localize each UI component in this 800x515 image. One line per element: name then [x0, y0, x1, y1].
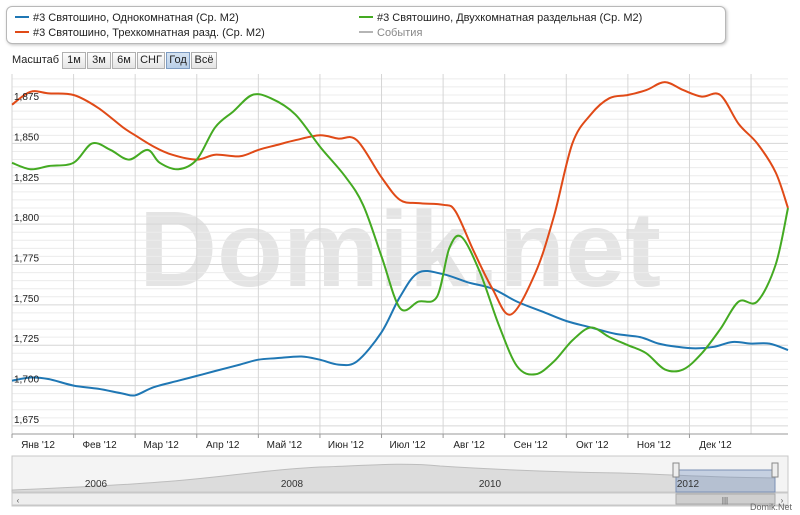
- legend-label-three-room: #3 Святошино, Трехкомнатная разд. (Ср. M…: [33, 27, 265, 39]
- legend-swatch-three-room: [15, 31, 29, 34]
- x-tick-label: Июн '12: [328, 440, 364, 451]
- horizontal-grid: [12, 78, 788, 427]
- legend-item-events[interactable]: События: [359, 27, 422, 39]
- navigator-tick-2012: 2012: [677, 479, 700, 490]
- navigator-scrollbar[interactable]: [11, 492, 789, 506]
- zoom-1m-button[interactable]: 1м: [62, 52, 86, 69]
- series-line-three-room: [11, 81, 789, 316]
- zoom-cis-button[interactable]: СНГ: [137, 52, 165, 69]
- zoom-label: Масштаб: [12, 54, 60, 66]
- y-tick-label: 1,725: [14, 334, 39, 345]
- legend-swatch-one-room: [15, 16, 29, 19]
- x-tick-label: Апр '12: [206, 440, 240, 451]
- y-tick-label: 1,825: [14, 173, 39, 184]
- y-tick-label: 1,800: [14, 213, 39, 224]
- x-tick-label: Май '12: [267, 440, 303, 451]
- navigator-tick-2010: 2010: [479, 479, 502, 490]
- x-tick-label: Сен '12: [514, 440, 549, 451]
- x-tick-label: Ноя '12: [637, 440, 671, 451]
- navigator-scrollbar-thumb[interactable]: [675, 493, 776, 505]
- x-tick-label: Авг '12: [453, 440, 485, 451]
- zoom-all-button[interactable]: Всё: [191, 52, 217, 69]
- series-lines: [11, 81, 789, 397]
- zoom-6m-button[interactable]: 6м: [112, 52, 136, 69]
- navigator-selection[interactable]: [675, 469, 776, 493]
- x-axis-ticks: Янв '12 Фев '12 Мар '12 Апр '12 Май '12 Июн '…: [11, 434, 732, 451]
- vertical-grid: [11, 74, 752, 434]
- x-tick-label: Фев '12: [82, 440, 117, 451]
- x-tick-label: Окт '12: [576, 440, 609, 451]
- chart-legend: #3 Святошино, Однокомнатная (Ср. M2) #3 …: [6, 6, 726, 44]
- legend-label-two-room: #3 Святошино, Двухкомнатная раздельная (…: [377, 12, 643, 24]
- navigator-tick-2006: 2006: [85, 479, 108, 490]
- y-tick-label: 1,750: [14, 294, 39, 305]
- navigator-tick-2008: 2008: [281, 479, 304, 490]
- x-tick-label: Мар '12: [143, 440, 179, 451]
- legend-swatch-two-room: [359, 16, 373, 19]
- y-tick-label: 1,700: [14, 375, 39, 386]
- navigator-left-handle[interactable]: [672, 462, 680, 478]
- credit-text: Domik.Net: [749, 502, 792, 512]
- zoom-3m-button[interactable]: 3м: [87, 52, 111, 69]
- legend-item-three-room[interactable]: #3 Святошино, Трехкомнатная разд. (Ср. M…: [15, 27, 265, 39]
- legend-label-events: События: [377, 27, 423, 39]
- y-tick-label: 1,875: [14, 92, 39, 103]
- y-axis-ticks: 1,675 1,700 1,725 1,750 1,775 1,800 1,825 1,850…: [14, 92, 39, 426]
- series-line-one-room: [11, 270, 789, 397]
- navigator-right-handle[interactable]: [771, 462, 779, 478]
- scroll-right-icon[interactable]: ›: [781, 496, 784, 505]
- series-line-two-room: [11, 93, 789, 376]
- y-tick-label: 1,850: [14, 132, 39, 143]
- scroll-left-icon[interactable]: ‹: [17, 496, 20, 505]
- navigator[interactable]: 2006 2008 2010 2012 ||| ‹ ›: [11, 455, 789, 507]
- x-tick-label: Июл '12: [389, 440, 426, 451]
- legend-label-one-room: #3 Святошино, Однокомнатная (Ср. M2): [33, 12, 239, 24]
- y-tick-label: 1,775: [14, 253, 39, 264]
- plot-background: [12, 74, 788, 434]
- zoom-year-button[interactable]: Год: [166, 52, 190, 69]
- legend-item-two-room[interactable]: #3 Святошино, Двухкомнатная раздельная (…: [359, 12, 642, 24]
- legend-item-one-room[interactable]: #3 Святошино, Однокомнатная (Ср. M2): [15, 12, 239, 24]
- y-tick-label: 1,675: [14, 415, 39, 426]
- x-tick-label: Дек '12: [699, 440, 732, 451]
- navigator-series: [11, 463, 776, 493]
- x-tick-label: Янв '12: [21, 440, 55, 451]
- scrollbar-grip-icon: |||: [722, 496, 728, 505]
- legend-swatch-events: [359, 31, 373, 34]
